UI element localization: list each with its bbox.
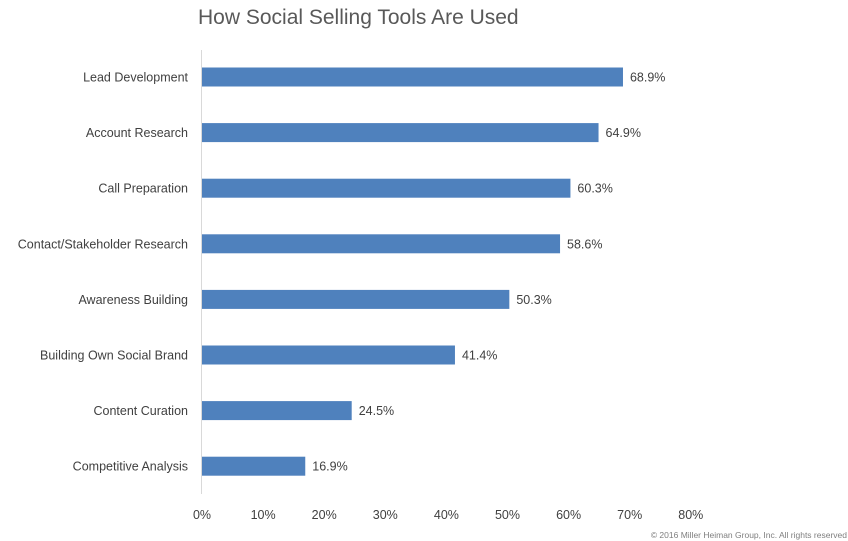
x-tick-label: 20%: [312, 508, 337, 522]
x-tick-label: 60%: [556, 508, 581, 522]
category-label: Contact/Stakeholder Research: [18, 237, 188, 251]
data-label: 41.4%: [462, 349, 497, 363]
data-label: 60.3%: [577, 182, 612, 196]
bar: [202, 289, 510, 309]
x-tick-label: 70%: [617, 508, 642, 522]
x-tick-label: 10%: [251, 508, 276, 522]
x-tick-label: 50%: [495, 508, 520, 522]
chart-title: How Social Selling Tools Are Used: [198, 6, 519, 29]
category-label: Competitive Analysis: [73, 460, 188, 474]
data-label: 16.9%: [312, 460, 347, 474]
bar: [202, 456, 306, 476]
data-label: 58.6%: [567, 237, 602, 251]
data-label: 68.9%: [630, 71, 665, 85]
data-label: 64.9%: [606, 126, 641, 140]
bar: [202, 234, 561, 254]
data-label: 50.3%: [516, 293, 551, 307]
copyright-notice: © 2016 Miller Heiman Group, Inc. All rig…: [650, 530, 847, 540]
bar: [202, 401, 352, 421]
x-tick-label: 40%: [434, 508, 459, 522]
x-tick-label: 30%: [373, 508, 398, 522]
bar: [202, 178, 571, 198]
data-label: 24.5%: [359, 404, 394, 418]
category-label: Awareness Building: [78, 293, 188, 307]
x-tick-label: 80%: [678, 508, 703, 522]
x-tick-label: 0%: [193, 508, 211, 522]
category-label: Content Curation: [93, 404, 188, 418]
category-label: Lead Development: [83, 71, 188, 85]
category-label: Call Preparation: [98, 182, 188, 196]
bar: [202, 123, 599, 143]
bar: [202, 67, 623, 87]
category-label: Account Research: [86, 126, 188, 140]
bar: [202, 345, 455, 365]
category-label: Building Own Social Brand: [40, 349, 188, 363]
